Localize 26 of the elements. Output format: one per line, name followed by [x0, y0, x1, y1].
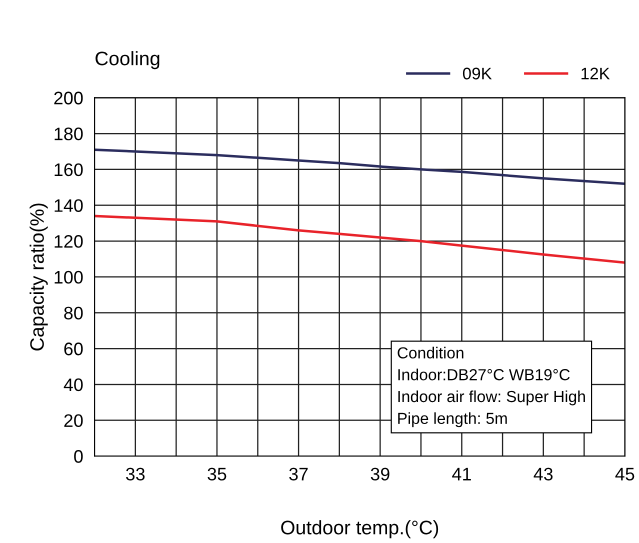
legend-label: 09K	[462, 68, 492, 80]
x-axis-title: Outdoor temp.(°C)	[281, 520, 438, 538]
y-tick-label: 0	[74, 450, 83, 463]
legend-label: 12K	[582, 68, 610, 80]
y-tick-label: 60	[64, 342, 83, 356]
y-tick-label: 140	[54, 199, 83, 212]
x-tick-label: 45	[615, 468, 634, 480]
y-tick-label: 40	[64, 378, 83, 392]
x-tick-label: 39	[370, 468, 390, 480]
line-series	[94, 148, 625, 185]
y-tick-label: 160	[54, 163, 83, 176]
line-series	[94, 214, 625, 264]
annotation: Condition Indoor:DB27°C WB19°C Indoor air flow: Super High Pipe length: 5m	[398, 346, 585, 428]
x-tick-label: 33	[126, 468, 145, 480]
x-tick-label: 37	[289, 468, 308, 480]
y-tick-label: 100	[54, 270, 83, 284]
y-tick-label: 120	[54, 235, 83, 248]
chart-title: Cooling	[96, 51, 160, 70]
y-tick-label: 20	[64, 414, 83, 427]
x-tick-label: 35	[208, 468, 226, 480]
y-tick-label: 180	[54, 128, 83, 140]
y-tick-label: 200	[54, 92, 83, 104]
y-tick-label: 80	[64, 306, 83, 320]
y-axis-title: Capacity ratio(%)	[30, 204, 48, 350]
x-tick-label: 43	[534, 468, 553, 480]
x-tick-label: 41	[452, 468, 471, 480]
